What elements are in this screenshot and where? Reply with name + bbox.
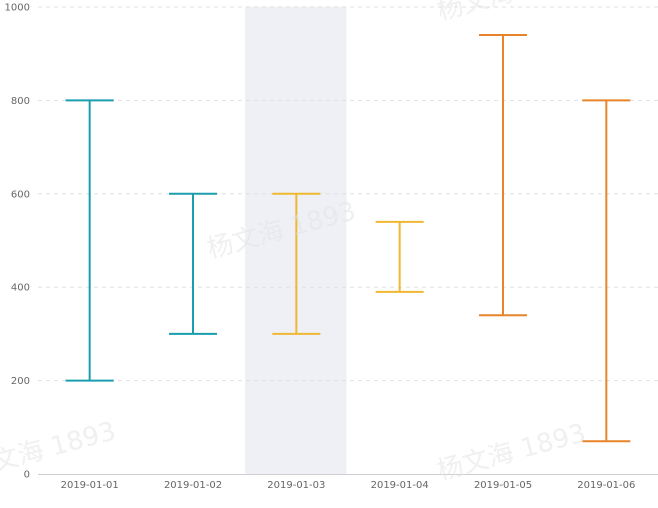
error-bar xyxy=(272,192,321,335)
x-tick-label: 2019-01-01 xyxy=(61,480,119,491)
y-tick-label: 600 xyxy=(11,189,30,200)
y-tick-label: 0 xyxy=(24,470,30,481)
x-tick-labels: 2019-01-01 2019-01-02 2019-01-03 2019-01-04… xyxy=(61,480,636,491)
error-bar xyxy=(169,192,217,335)
error-bar xyxy=(479,34,527,317)
y-tick-labels: 0 200 400 600 800 1000 xyxy=(5,3,30,481)
y-tick-label: 800 xyxy=(11,96,30,107)
x-tick-label: 2019-01-06 xyxy=(577,480,635,491)
y-tick-label: 1000 xyxy=(5,3,30,14)
x-tick-label: 2019-01-04 xyxy=(371,480,429,491)
error-bar xyxy=(582,99,631,443)
x-tick-label: 2019-01-05 xyxy=(474,480,532,491)
y-tick-label: 400 xyxy=(11,283,30,294)
y-tick-label: 200 xyxy=(11,376,30,387)
error-bar xyxy=(375,220,424,293)
error-bar xyxy=(65,99,114,382)
x-tick-label: 2019-01-03 xyxy=(267,480,325,491)
error-bars xyxy=(65,34,631,443)
x-tick-label: 2019-01-02 xyxy=(164,480,222,491)
